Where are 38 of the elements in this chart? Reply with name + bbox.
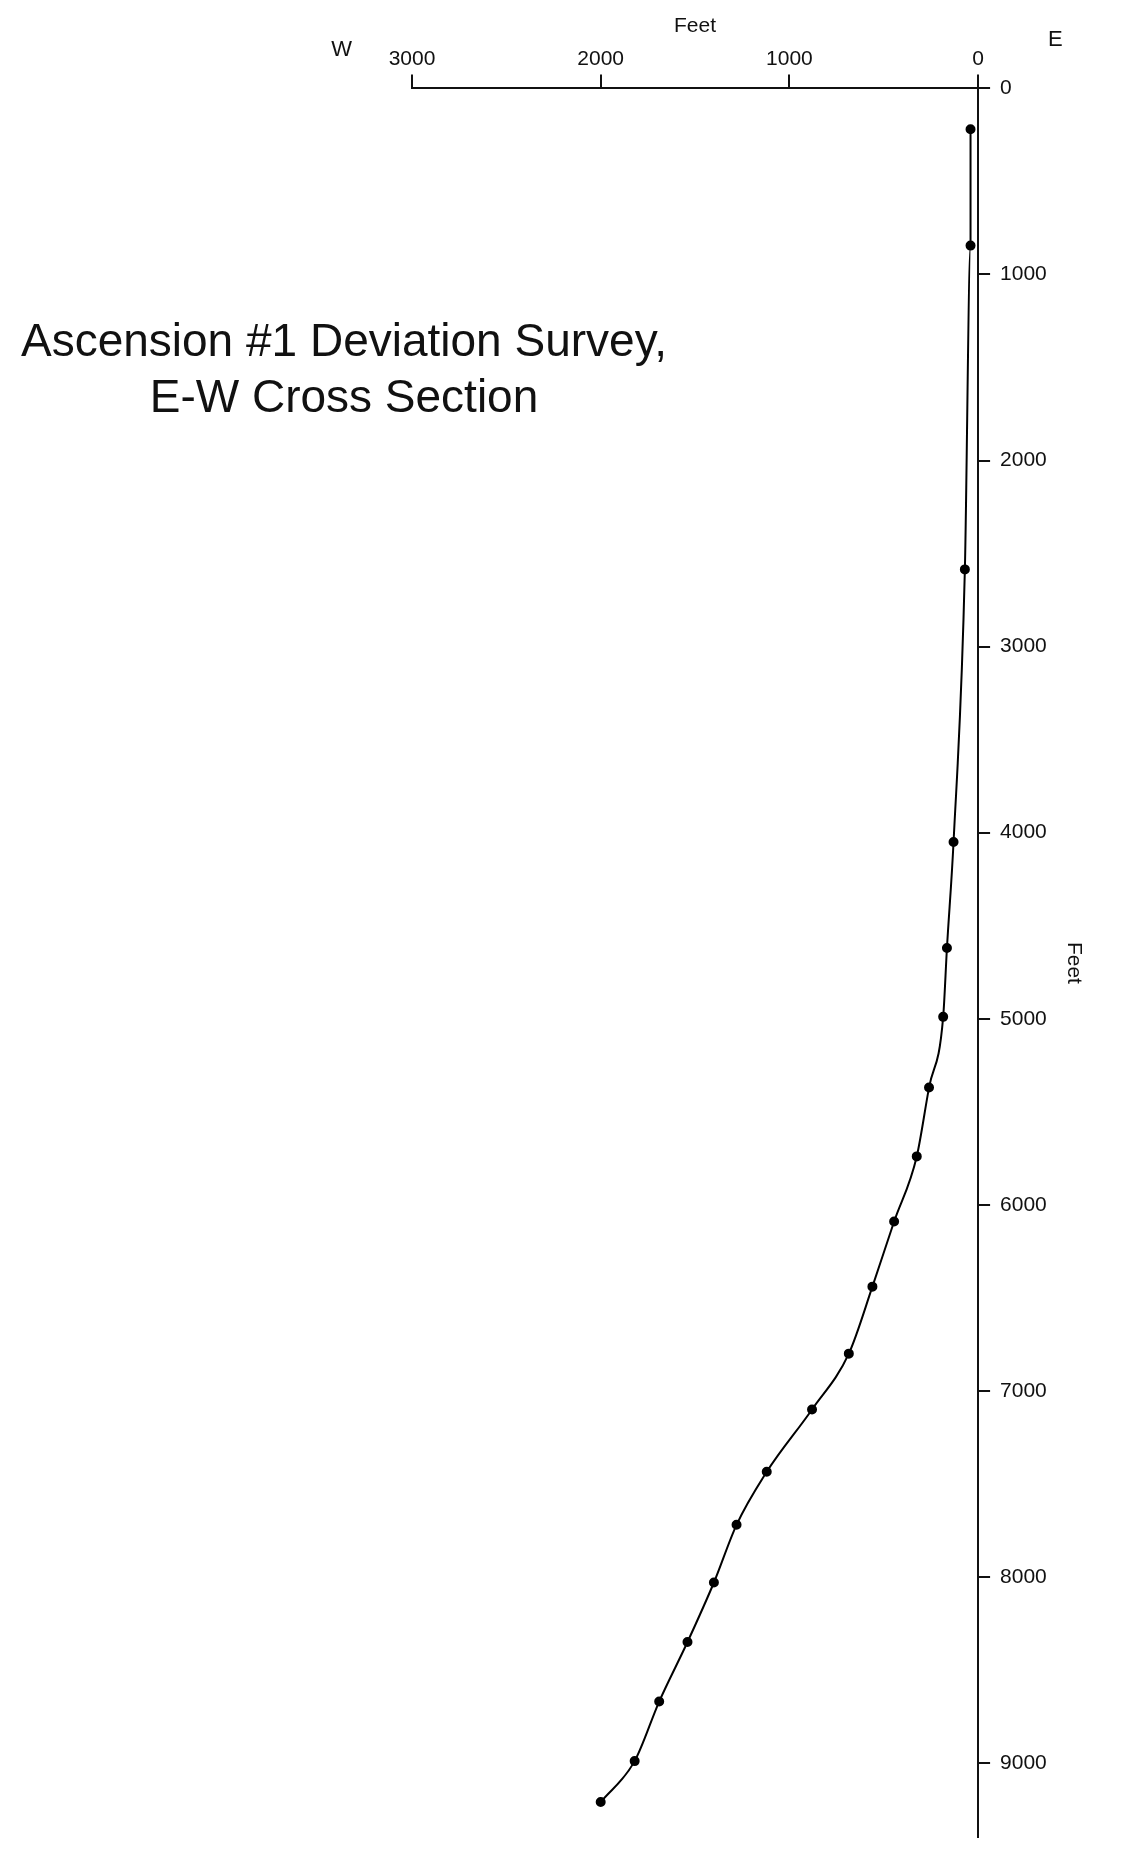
y-tick-label: 6000 (1000, 1191, 1047, 1215)
point (941, 943, 952, 954)
point (911, 1151, 922, 1162)
point (965, 124, 976, 135)
point (843, 1348, 854, 1359)
point (959, 564, 970, 575)
point (629, 1756, 640, 1767)
point (595, 1797, 606, 1808)
point (948, 836, 959, 847)
x-tick-label: 2000 (577, 45, 625, 69)
point (938, 1011, 949, 1022)
y-axis-title: Feet (1063, 941, 1087, 985)
point (682, 1637, 693, 1648)
y-tick-label: 1000 (1000, 261, 1047, 285)
y-tick-label: 2000 (1000, 447, 1047, 471)
y-tick-label: 4000 (1000, 819, 1047, 843)
text: W (331, 36, 353, 62)
y-tick-label: 3000 (1000, 633, 1047, 657)
point (924, 1082, 935, 1093)
point (889, 1216, 900, 1227)
x-axis-title: Feet (674, 13, 717, 37)
point (731, 1519, 742, 1530)
y-tick-label: 0 (1000, 75, 1012, 99)
text: E (1048, 26, 1063, 52)
x-tick-label: 0 (972, 45, 984, 69)
x-tick-label: 3000 (388, 45, 436, 69)
point (708, 1577, 719, 1588)
x-tick-label: 1000 (766, 45, 813, 69)
point (761, 1466, 772, 1477)
y-tick-label: 8000 (1000, 1563, 1047, 1587)
y-tick-label: 9000 (1000, 1749, 1047, 1773)
text: Ascension #1 Deviation Survey, E-W Cross Section (19, 313, 668, 424)
point (654, 1696, 665, 1707)
point (807, 1404, 818, 1415)
point (867, 1281, 878, 1292)
y-tick-label: 5000 (1000, 1005, 1047, 1029)
point (965, 240, 976, 251)
y-tick-label: 7000 (1000, 1377, 1047, 1401)
